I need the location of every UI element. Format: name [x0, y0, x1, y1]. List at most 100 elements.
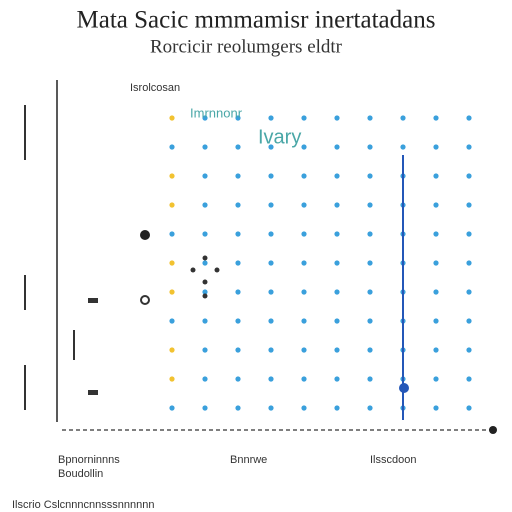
grid-dot — [433, 376, 439, 382]
grid-dot — [367, 173, 373, 179]
title: Mata Sacic mmmamisr inertatadans — [77, 7, 436, 34]
grid-dot — [169, 289, 175, 295]
grid-dot — [466, 376, 472, 382]
grid-dot — [367, 144, 373, 150]
grid-dot — [202, 405, 208, 411]
grid-dot — [466, 115, 472, 121]
grid-dot — [169, 318, 175, 324]
grid-dot — [169, 231, 175, 237]
grid-dot — [169, 173, 175, 179]
bottom-label: Bnnrwe — [230, 454, 267, 466]
grid-dot — [169, 144, 175, 150]
grid-dot — [367, 202, 373, 208]
grid-dot — [367, 260, 373, 266]
grid-dot — [367, 318, 373, 324]
plot-label: Isrolcosan — [130, 82, 180, 94]
black-dot — [140, 230, 150, 240]
grid-dot — [466, 260, 472, 266]
grid-dot — [268, 376, 274, 382]
left-marks — [24, 105, 75, 410]
bottom-label: Boudollin — [58, 468, 103, 480]
grid-dot — [202, 376, 208, 382]
grid-dot — [301, 347, 307, 353]
grid-dot — [235, 260, 241, 266]
grid-dot — [301, 202, 307, 208]
grid-dot — [169, 260, 175, 266]
grid-dot — [268, 115, 274, 121]
grid-dot — [466, 289, 472, 295]
grid-dot — [169, 347, 175, 353]
grid-dot — [400, 144, 406, 150]
grid-dot — [169, 376, 175, 382]
grid-dot — [235, 289, 241, 295]
grid-dot — [301, 376, 307, 382]
grid-dot — [268, 318, 274, 324]
grid-dot — [301, 289, 307, 295]
subtitle: Rorcicir reolumgers eldtr — [150, 36, 343, 57]
grid-dot — [433, 144, 439, 150]
grid-dot — [334, 376, 340, 382]
grid-dot — [334, 231, 340, 237]
grid-dot — [433, 347, 439, 353]
left-mark — [88, 298, 98, 303]
grid-dot — [169, 115, 175, 121]
grid-dot — [235, 115, 241, 121]
grid-dot — [466, 405, 472, 411]
grid-dot — [334, 318, 340, 324]
grid-dot — [301, 231, 307, 237]
grid-dot — [301, 405, 307, 411]
grid-dot — [268, 260, 274, 266]
grid-annotation: Ivary — [258, 126, 301, 148]
grid-dot — [433, 202, 439, 208]
grid-dot — [235, 231, 241, 237]
grid-dot — [301, 115, 307, 121]
grid-dot — [268, 202, 274, 208]
grid-dot — [367, 347, 373, 353]
blue-dot — [399, 383, 409, 393]
grid-dot — [334, 347, 340, 353]
bottom-label: Ilsscdoon — [370, 454, 416, 466]
grid-dot — [268, 347, 274, 353]
grid-dot — [301, 173, 307, 179]
axis-end — [489, 426, 497, 434]
grid-dot — [433, 318, 439, 324]
grid-dot — [301, 260, 307, 266]
grid-dot — [235, 318, 241, 324]
grid-dot — [334, 405, 340, 411]
grid-dot — [235, 144, 241, 150]
grid-dot — [367, 376, 373, 382]
grid-dot — [202, 318, 208, 324]
grid-dot — [466, 231, 472, 237]
grid-dot — [235, 405, 241, 411]
grid-dot — [268, 144, 274, 150]
bottom-label: Bpnorninnns — [58, 454, 120, 466]
left-mark — [88, 390, 98, 395]
grid-dot — [169, 202, 175, 208]
grid-dot — [169, 405, 175, 411]
grid-dot — [466, 173, 472, 179]
grid-dot — [202, 173, 208, 179]
grid-dot — [202, 260, 208, 266]
grid-dot — [367, 405, 373, 411]
grid-dot — [433, 231, 439, 237]
dot-grid — [169, 115, 472, 411]
grid-dot — [301, 144, 307, 150]
grid-dot — [466, 318, 472, 324]
grid-dot — [334, 173, 340, 179]
black-dot — [140, 295, 150, 305]
grid-dot — [202, 144, 208, 150]
cross-cluster — [190, 255, 220, 299]
grid-dot — [202, 202, 208, 208]
grid-dot — [433, 260, 439, 266]
grid-dot — [367, 289, 373, 295]
grid-dot — [433, 405, 439, 411]
grid-dot — [202, 115, 208, 121]
grid-dot — [268, 173, 274, 179]
grid-dot — [235, 376, 241, 382]
grid-dot — [268, 289, 274, 295]
grid-dot — [466, 347, 472, 353]
grid-dot — [334, 260, 340, 266]
footer-text: Ilscrio Cslcnnncnnsssnnnnnn — [12, 499, 154, 511]
grid-dot — [466, 202, 472, 208]
grid-dot — [334, 289, 340, 295]
